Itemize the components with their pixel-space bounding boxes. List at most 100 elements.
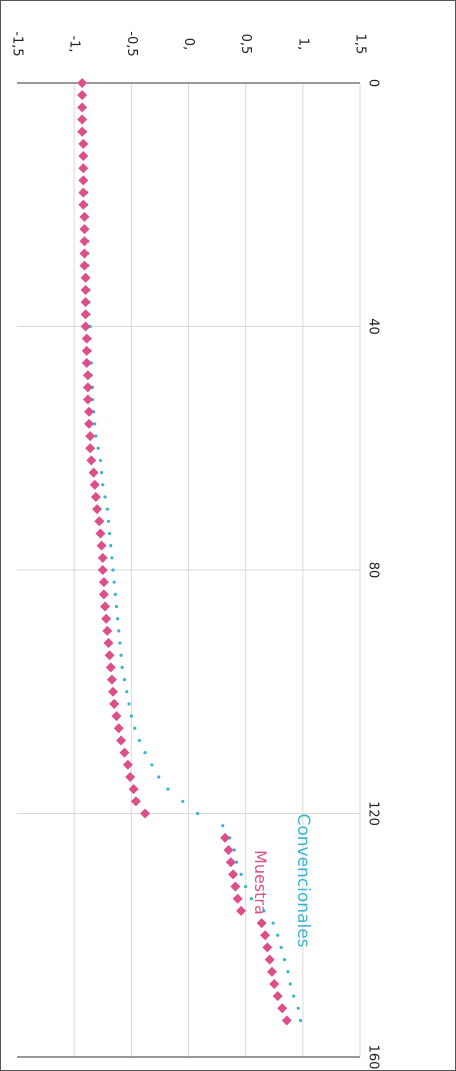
muestra-point — [98, 589, 109, 600]
muestra-point — [79, 248, 90, 259]
muestra-point — [236, 905, 247, 916]
muestra-point — [78, 175, 89, 186]
muestra-point — [80, 272, 91, 283]
muestra-point — [78, 151, 89, 162]
muestra-point — [130, 796, 141, 807]
muestra-point — [103, 638, 114, 649]
annotations: Convencionales Muestra — [251, 814, 313, 948]
muestra-point — [84, 406, 95, 417]
convencionales-point — [117, 629, 121, 633]
convencionales-point — [166, 787, 170, 791]
muestra-point — [94, 516, 105, 527]
convencionales-point — [271, 921, 275, 925]
value-tick-label: 1, — [295, 38, 310, 50]
muestra-point — [84, 418, 95, 429]
muestra-point — [82, 370, 93, 381]
convencionales-point — [288, 982, 292, 986]
convencionales-point — [125, 690, 129, 694]
value-tick-label: 0,5 — [238, 34, 253, 55]
category-tick-label: 0 — [366, 79, 381, 87]
muestra-point — [89, 479, 100, 490]
convencionales-point — [111, 568, 115, 572]
convencionales-point — [286, 970, 290, 974]
muestra-point — [105, 662, 116, 673]
value-tick-label: 0, — [181, 38, 196, 50]
muestra-annotation: Muestra — [251, 850, 270, 915]
muestra-point — [95, 528, 106, 539]
muestra-point — [90, 491, 101, 502]
muestra-point — [111, 711, 122, 722]
muestra-point — [85, 443, 96, 454]
muestra-point — [80, 309, 91, 320]
muestra-point — [81, 345, 92, 356]
convencionales-point — [292, 994, 296, 998]
convencionales-point — [296, 1006, 300, 1010]
convencionales-point — [98, 458, 103, 463]
muestra-point — [81, 333, 92, 344]
convencionales-point — [112, 580, 116, 584]
muestra-point — [266, 966, 277, 977]
muestra-point — [97, 565, 108, 575]
convencionales-point — [106, 519, 111, 523]
convencionales-point — [234, 860, 239, 864]
muestra-point — [225, 857, 236, 868]
convencionales-point — [108, 531, 112, 536]
muestra-point — [77, 78, 88, 88]
convencionales-point — [120, 665, 124, 670]
muestra-point — [80, 297, 91, 308]
muestra-point — [79, 260, 90, 271]
convencionales-point — [119, 653, 123, 657]
muestra-point — [102, 625, 113, 636]
convencionales-point — [122, 677, 127, 682]
convencionales-point — [221, 824, 225, 828]
muestra-point — [85, 431, 96, 442]
convencionales-point — [276, 933, 280, 937]
muestra-point — [78, 199, 89, 210]
muestra-point — [109, 698, 120, 709]
convencionales-point — [137, 738, 141, 743]
convencionales-point — [262, 909, 266, 913]
convencionales-point — [244, 884, 248, 889]
muestra-point — [79, 211, 90, 222]
muestra-point — [77, 114, 88, 125]
muestra-point — [272, 991, 283, 1002]
convencionales-annotation: Convencionales — [293, 814, 313, 948]
convencionales-point — [118, 641, 122, 645]
value-tick-label: -1,5 — [10, 31, 25, 56]
muestra-point — [116, 735, 127, 746]
muestra-point — [77, 102, 88, 113]
muestra-point — [113, 723, 124, 734]
convencionales-point — [150, 763, 154, 767]
muestra-point — [82, 394, 93, 405]
convencionales-point — [239, 872, 243, 876]
muestra-point — [80, 284, 91, 295]
value-tick-label: 1,5 — [353, 34, 368, 55]
convencionales-point — [279, 945, 283, 950]
convencionales-point — [196, 811, 200, 816]
convencionales-point — [93, 422, 97, 426]
muestra-point — [228, 869, 239, 880]
muestra-point — [277, 1003, 288, 1014]
muestra-point — [108, 686, 119, 697]
convencionales-point — [113, 592, 117, 596]
muestra-point — [104, 650, 115, 661]
muestra-point — [223, 845, 234, 856]
convencionales-point — [143, 751, 147, 755]
muestra-point — [77, 126, 88, 137]
muestra-point — [264, 954, 275, 965]
convencionales-point — [298, 1018, 303, 1023]
muestra-point — [79, 236, 90, 247]
convencionales-point — [116, 617, 120, 621]
convencionales-point — [127, 702, 131, 706]
muestra-point — [80, 321, 91, 332]
muestra-point — [220, 832, 231, 843]
category-tick-label: 80 — [366, 562, 381, 579]
muestra-point — [79, 224, 90, 235]
convencionales-point — [282, 958, 287, 962]
muestra-point — [81, 358, 92, 369]
muestra-point — [78, 163, 89, 174]
convencionales-point — [133, 726, 137, 730]
muestra-point — [106, 674, 117, 685]
muestra-point — [78, 187, 89, 198]
convencionales-point — [100, 471, 104, 475]
